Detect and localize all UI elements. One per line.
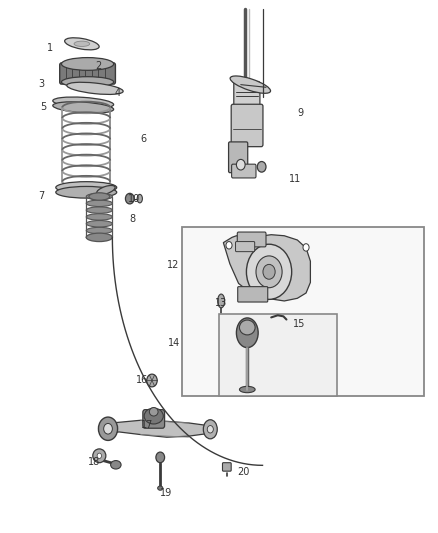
- Ellipse shape: [156, 452, 165, 463]
- Ellipse shape: [93, 449, 106, 463]
- Ellipse shape: [158, 486, 163, 490]
- FancyBboxPatch shape: [229, 142, 248, 173]
- Text: 13: 13: [215, 297, 227, 308]
- Text: 6: 6: [141, 134, 147, 144]
- Ellipse shape: [256, 256, 282, 288]
- Text: 2: 2: [95, 61, 101, 71]
- Text: 9: 9: [297, 108, 304, 118]
- Ellipse shape: [111, 461, 121, 469]
- Ellipse shape: [86, 193, 113, 200]
- Ellipse shape: [230, 76, 271, 93]
- FancyBboxPatch shape: [238, 287, 268, 302]
- FancyBboxPatch shape: [231, 104, 263, 147]
- Ellipse shape: [240, 386, 255, 393]
- Text: 10: 10: [127, 193, 140, 204]
- Text: 14: 14: [168, 338, 180, 349]
- Ellipse shape: [89, 193, 110, 200]
- Ellipse shape: [99, 417, 117, 440]
- Ellipse shape: [149, 408, 158, 416]
- Ellipse shape: [86, 233, 113, 241]
- Ellipse shape: [86, 214, 113, 220]
- Text: 19: 19: [160, 488, 173, 498]
- Polygon shape: [223, 235, 311, 301]
- Text: 12: 12: [167, 261, 179, 270]
- Ellipse shape: [61, 77, 114, 87]
- Text: 16: 16: [136, 375, 148, 385]
- Ellipse shape: [147, 374, 157, 387]
- Ellipse shape: [86, 234, 113, 240]
- Ellipse shape: [207, 425, 213, 433]
- Ellipse shape: [96, 185, 115, 195]
- Ellipse shape: [86, 207, 113, 213]
- Ellipse shape: [144, 408, 163, 424]
- Ellipse shape: [237, 318, 258, 348]
- FancyBboxPatch shape: [237, 232, 266, 247]
- Text: 4: 4: [115, 88, 121, 98]
- FancyBboxPatch shape: [60, 63, 116, 84]
- Ellipse shape: [61, 58, 114, 70]
- Ellipse shape: [96, 60, 115, 69]
- Text: 7: 7: [39, 191, 45, 201]
- Ellipse shape: [263, 264, 275, 279]
- Text: 18: 18: [88, 457, 101, 466]
- Text: 1: 1: [47, 43, 53, 53]
- Polygon shape: [102, 420, 215, 437]
- Text: 17: 17: [141, 419, 153, 430]
- Ellipse shape: [125, 193, 134, 204]
- Ellipse shape: [237, 159, 245, 170]
- FancyBboxPatch shape: [232, 164, 256, 178]
- Ellipse shape: [137, 195, 142, 203]
- Ellipse shape: [65, 38, 99, 50]
- Ellipse shape: [104, 423, 113, 434]
- Ellipse shape: [240, 320, 255, 335]
- Ellipse shape: [86, 221, 113, 227]
- Text: 15: 15: [293, 319, 305, 329]
- FancyBboxPatch shape: [143, 410, 165, 428]
- Ellipse shape: [97, 453, 102, 458]
- Bar: [219, 314, 336, 397]
- FancyBboxPatch shape: [236, 241, 254, 252]
- Ellipse shape: [247, 244, 292, 300]
- Ellipse shape: [226, 241, 232, 249]
- Text: 5: 5: [41, 102, 47, 112]
- Ellipse shape: [303, 244, 309, 251]
- Ellipse shape: [53, 102, 113, 113]
- FancyBboxPatch shape: [234, 82, 260, 110]
- Ellipse shape: [86, 228, 113, 234]
- Ellipse shape: [86, 200, 113, 206]
- Ellipse shape: [74, 41, 90, 46]
- Ellipse shape: [53, 97, 113, 108]
- Text: 3: 3: [39, 78, 45, 88]
- Ellipse shape: [56, 182, 117, 193]
- Bar: [182, 227, 424, 397]
- Ellipse shape: [56, 187, 117, 198]
- FancyBboxPatch shape: [223, 463, 231, 471]
- Ellipse shape: [67, 82, 123, 94]
- Text: 8: 8: [130, 214, 136, 224]
- Ellipse shape: [257, 161, 266, 172]
- Text: 20: 20: [238, 467, 250, 477]
- Text: 11: 11: [289, 174, 301, 184]
- Ellipse shape: [203, 419, 217, 439]
- Ellipse shape: [218, 294, 225, 308]
